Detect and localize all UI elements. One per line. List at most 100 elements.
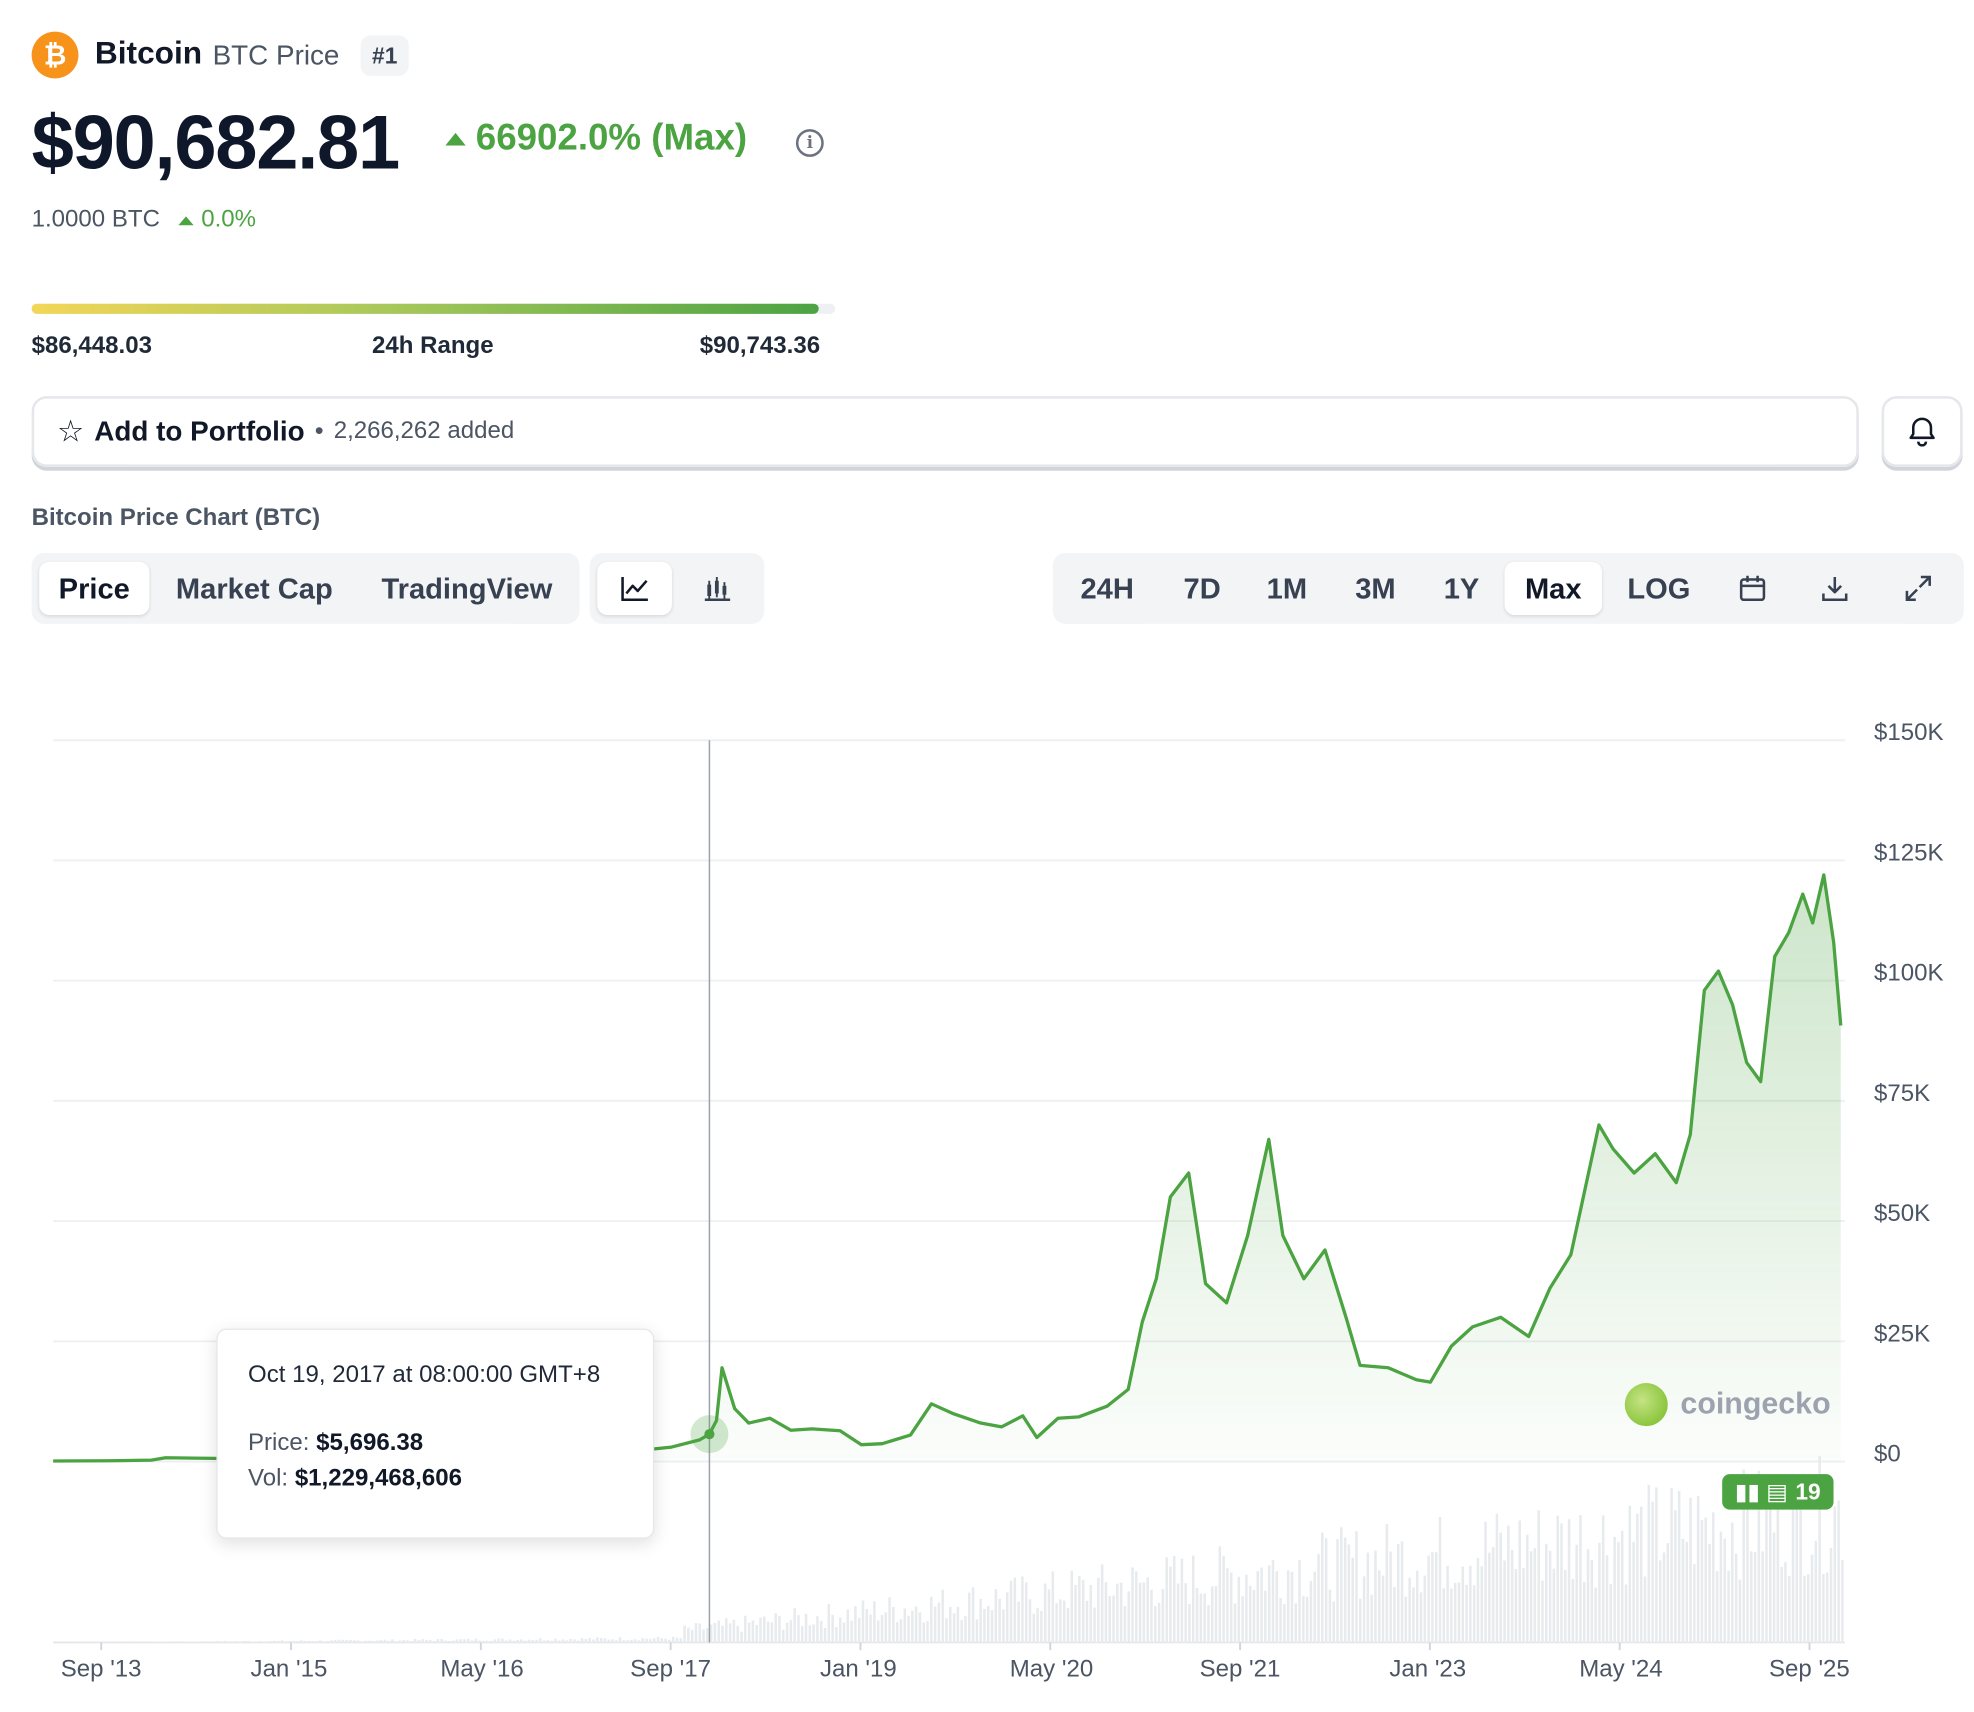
volume-bar bbox=[1135, 1571, 1138, 1643]
download-button[interactable] bbox=[1803, 562, 1866, 615]
volume-bar bbox=[1085, 1600, 1089, 1643]
candlestick-button[interactable] bbox=[680, 562, 755, 615]
volume-bar bbox=[607, 1639, 610, 1643]
volume-bar bbox=[622, 1640, 626, 1643]
volume-bar bbox=[1176, 1583, 1180, 1643]
volume-bar bbox=[235, 1641, 238, 1643]
calendar-button[interactable] bbox=[1721, 562, 1784, 615]
volume-bar bbox=[523, 1640, 527, 1643]
volume-bar bbox=[1180, 1558, 1184, 1643]
volume-bar bbox=[592, 1639, 595, 1643]
volume-bar bbox=[1286, 1570, 1290, 1643]
volume-bar bbox=[520, 1639, 523, 1643]
volume-bar bbox=[535, 1639, 538, 1643]
volume-bar bbox=[1423, 1575, 1427, 1643]
volume-bar bbox=[1537, 1510, 1540, 1643]
news-badge[interactable]: ▮▮ ▤ 19 bbox=[1722, 1474, 1834, 1510]
range-max[interactable]: Max bbox=[1504, 561, 1602, 615]
volume-bar bbox=[1552, 1568, 1556, 1643]
volume-bar bbox=[626, 1640, 629, 1643]
volume-bar bbox=[1119, 1582, 1123, 1643]
range-3m[interactable]: 3M bbox=[1355, 571, 1396, 605]
volume-bar bbox=[1032, 1613, 1036, 1643]
volume-bar bbox=[1677, 1490, 1681, 1643]
tab-tradingview[interactable]: TradingView bbox=[381, 571, 553, 605]
volume-bar bbox=[1723, 1538, 1726, 1643]
volume-bar bbox=[1806, 1574, 1810, 1643]
volume-bar bbox=[721, 1625, 724, 1643]
volume-bar bbox=[1658, 1560, 1662, 1643]
volume-bar bbox=[1491, 1547, 1495, 1643]
volume-bar bbox=[1370, 1594, 1373, 1643]
volume-bar bbox=[1639, 1506, 1643, 1643]
volume-bar bbox=[504, 1640, 508, 1643]
volume-bar bbox=[269, 1641, 273, 1643]
x-tick-label: Sep '17 bbox=[630, 1656, 711, 1683]
volume-bar bbox=[1066, 1607, 1070, 1643]
volume-bar bbox=[945, 1618, 948, 1643]
volume-bar bbox=[1829, 1547, 1833, 1643]
volume-bar bbox=[725, 1618, 728, 1643]
volume-bar bbox=[1476, 1557, 1480, 1643]
volume-bar bbox=[614, 1640, 618, 1643]
volume-bar bbox=[789, 1620, 793, 1643]
volume-bar bbox=[1283, 1604, 1286, 1643]
volume-bar bbox=[1165, 1557, 1168, 1643]
range-7d[interactable]: 7D bbox=[1183, 571, 1221, 605]
volume-bar bbox=[136, 1641, 140, 1643]
y-tick-label: $100K bbox=[1874, 960, 1944, 987]
volume-bar bbox=[1472, 1585, 1476, 1643]
star-icon: ☆ bbox=[56, 414, 85, 449]
range-log[interactable]: LOG bbox=[1627, 571, 1691, 605]
fullscreen-button[interactable] bbox=[1887, 562, 1950, 615]
tab-market-cap[interactable]: Market Cap bbox=[175, 571, 333, 605]
line-chart-button[interactable] bbox=[597, 561, 672, 615]
volume-bar bbox=[1787, 1575, 1791, 1643]
volume-bar bbox=[1294, 1603, 1298, 1643]
range-24h[interactable]: 24H bbox=[1080, 571, 1134, 605]
volume-bar bbox=[975, 1619, 979, 1643]
volume-bar bbox=[1097, 1577, 1100, 1643]
volume-bar bbox=[1757, 1470, 1761, 1643]
volume-bar bbox=[1074, 1584, 1077, 1643]
volume-bar bbox=[736, 1625, 739, 1643]
volume-bar bbox=[1062, 1600, 1066, 1643]
volume-bar bbox=[1719, 1531, 1723, 1643]
volume-bar bbox=[554, 1638, 557, 1643]
price-alert-button[interactable] bbox=[1881, 396, 1963, 467]
volume-bar bbox=[353, 1640, 356, 1643]
volume-bar bbox=[1594, 1587, 1597, 1643]
volume-bar bbox=[204, 1641, 208, 1643]
price-change: 66902.0% (Max) bbox=[445, 118, 747, 160]
volume-bar bbox=[1731, 1522, 1734, 1643]
range-1y[interactable]: 1Y bbox=[1443, 571, 1480, 605]
volume-bar bbox=[292, 1640, 295, 1643]
volume-bar bbox=[1210, 1586, 1214, 1643]
volume-bar bbox=[1434, 1552, 1438, 1643]
volume-bar bbox=[341, 1639, 345, 1643]
volume-bar bbox=[937, 1602, 941, 1643]
tab-price[interactable]: Price bbox=[39, 561, 150, 615]
price-chart[interactable] bbox=[0, 683, 1974, 1708]
add-to-portfolio-button[interactable]: ☆ Add to Portfolio • 2,266,262 added bbox=[31, 396, 1859, 467]
range-low: $86,448.03 bbox=[31, 332, 152, 360]
volume-bar bbox=[186, 1641, 189, 1643]
volume-bar bbox=[1727, 1570, 1730, 1643]
volume-bar bbox=[1173, 1556, 1176, 1643]
volume-bar bbox=[1503, 1560, 1506, 1643]
volume-bar bbox=[1761, 1551, 1764, 1643]
volume-bar bbox=[550, 1640, 553, 1643]
volume-bar bbox=[1362, 1576, 1366, 1643]
info-icon[interactable]: i bbox=[795, 129, 824, 157]
btc-change-value: 0.0% bbox=[201, 206, 257, 233]
tooltip-vol-value: $1,229,468,606 bbox=[294, 1465, 462, 1492]
volume-bar bbox=[1264, 1590, 1267, 1643]
volume-bar bbox=[1154, 1606, 1157, 1643]
volume-bar bbox=[1814, 1540, 1818, 1643]
volume-bar bbox=[163, 1641, 166, 1643]
volume-bar bbox=[1059, 1599, 1062, 1643]
range-1m[interactable]: 1M bbox=[1266, 571, 1308, 605]
volume-bar bbox=[690, 1629, 694, 1643]
volume-bar bbox=[258, 1641, 261, 1643]
volume-bar bbox=[1655, 1487, 1658, 1643]
